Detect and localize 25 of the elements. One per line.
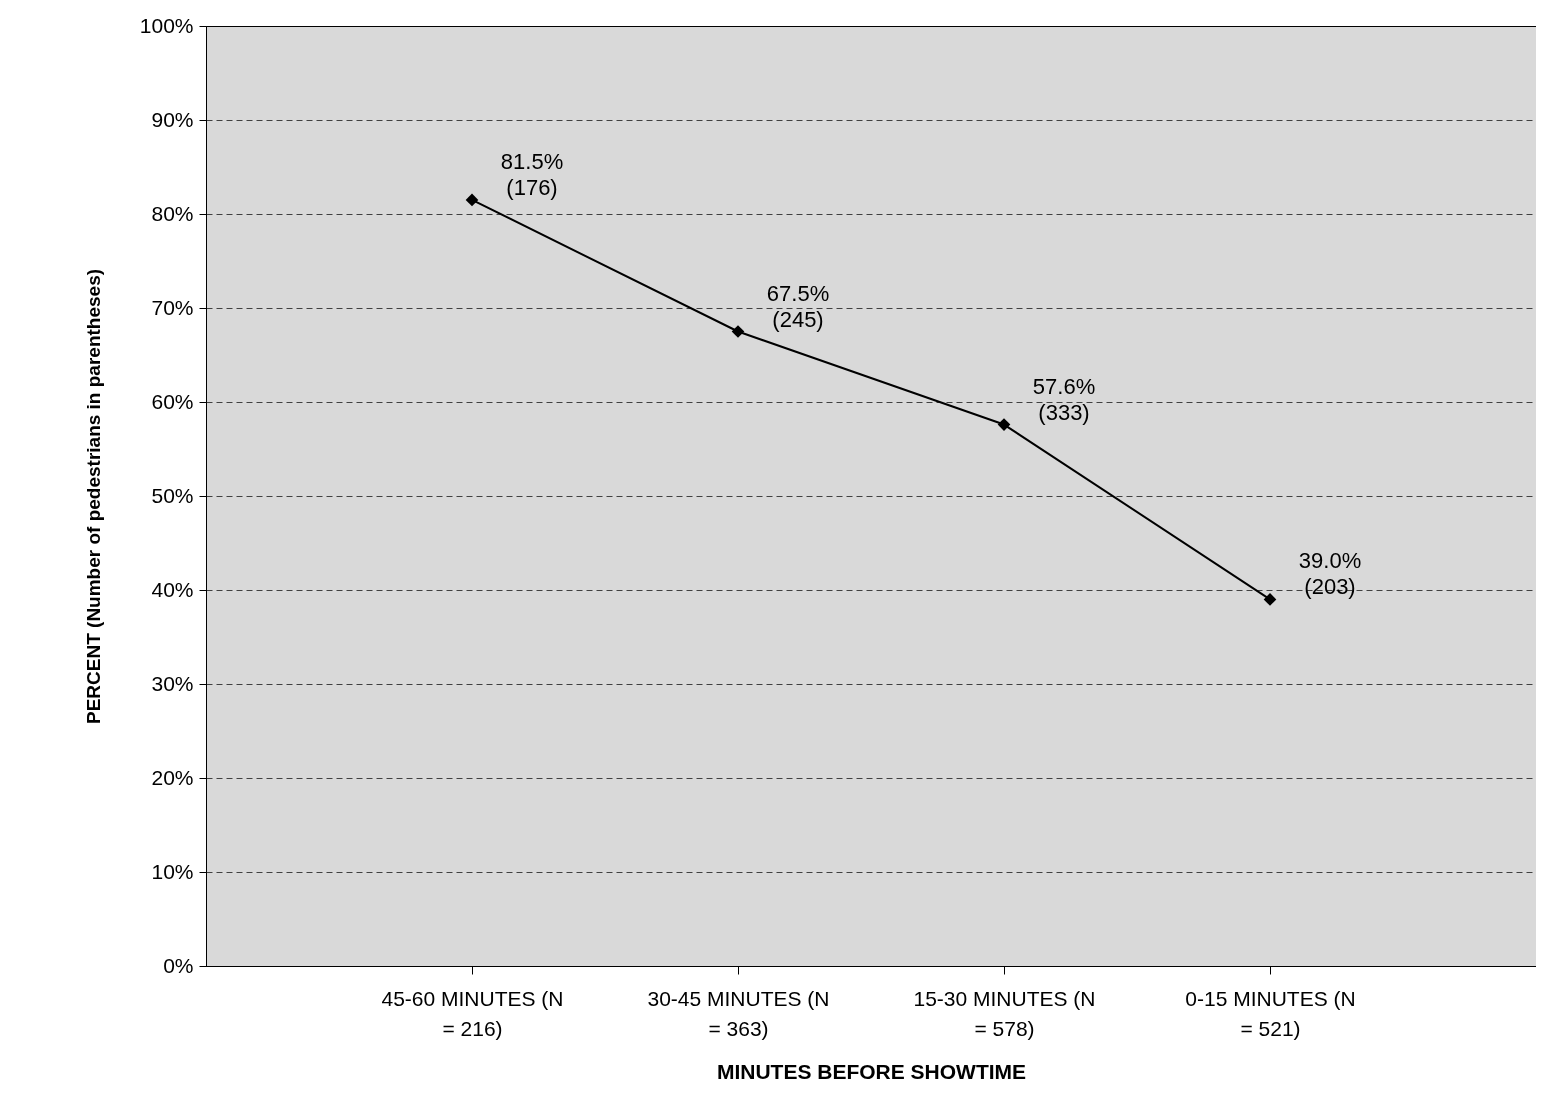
y-tick-label: 20%: [151, 765, 194, 789]
text: 39.0% (203): [1298, 548, 1362, 600]
y-tick-label: 100%: [139, 13, 194, 37]
point: [1263, 593, 1277, 606]
y-tick-label: 70%: [151, 295, 194, 319]
text: 67.5% (245): [766, 280, 830, 332]
x-tick-label: 15-30 MINUTES (N = 578): [913, 986, 1096, 1040]
y-axis-title: PERCENT (Number of pedestrians in parentheses): [82, 268, 104, 725]
y-tick-label: 50%: [151, 483, 194, 507]
point: [997, 418, 1011, 431]
text: 81.5% (176): [500, 148, 564, 200]
y-tick-label: 0%: [163, 953, 194, 977]
y-tick-label: 80%: [151, 201, 194, 225]
x-tick-label: 45-60 MINUTES (N = 216): [381, 986, 564, 1040]
point: [465, 193, 479, 207]
y-tick-label: 10%: [151, 859, 194, 883]
text: 57.6% (333): [1032, 373, 1096, 425]
y-tick-label: 60%: [151, 389, 194, 413]
point: [731, 325, 745, 338]
y-tick-label: 40%: [151, 577, 194, 601]
x-tick-label: 30-45 MINUTES (N = 363): [647, 986, 830, 1040]
x-axis-title: MINUTES BEFORE SHOWTIME: [716, 1059, 1027, 1083]
y-tick-label: 90%: [151, 107, 194, 131]
y-tick-label: 30%: [151, 671, 194, 695]
x-tick-label: 0-15 MINUTES (N = 521): [1185, 986, 1356, 1040]
